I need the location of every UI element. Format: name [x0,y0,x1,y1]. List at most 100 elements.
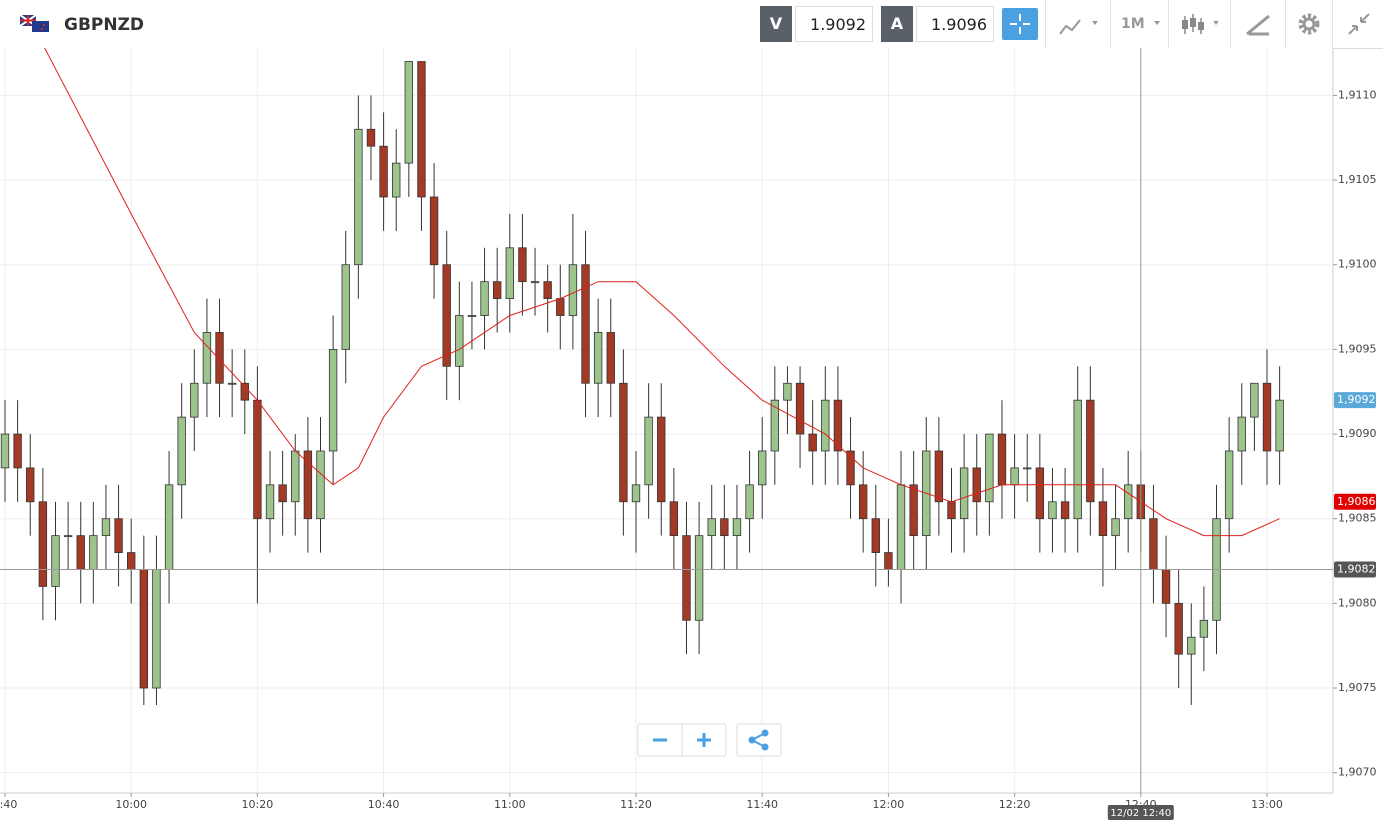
ma-price-label: 1,9086 [1337,495,1376,508]
candle-body [997,433,1007,486]
candle-body [89,535,98,570]
candle-body [227,382,237,385]
candle-body [543,281,552,299]
candle-body [556,298,565,316]
symbol: GBPNZD [64,15,145,35]
candle-body [808,433,817,452]
fullscreen-button[interactable] [1332,0,1383,48]
candle-body [139,569,149,689]
draw-button[interactable] [1230,0,1286,48]
candle-body [164,484,174,570]
ask-label: A [881,6,913,42]
candle-body [328,348,338,452]
candle-body [76,535,85,570]
overlay: 1,9092 1,9086 1,9082 12/02 12:40 [0,48,1376,820]
candle-body [783,382,792,401]
crosshair-button[interactable] [1002,8,1038,40]
candle-body [492,281,502,299]
candle-body [1035,467,1045,520]
timeframe[interactable]: 1M [1121,16,1145,32]
x-tick-label: 10:20 [242,798,274,811]
candle-body [707,518,716,537]
ask-price[interactable]: 1.9096 [916,6,994,42]
candle-body [379,145,388,198]
candle-body [127,552,136,570]
candle-body [316,450,325,520]
candle-body [732,518,742,537]
candle-body [1262,382,1272,452]
candle-body [1275,399,1284,452]
candle-body [821,399,830,452]
candle-body [265,484,275,520]
y-tick-label: 1,9105 [1338,173,1377,186]
candle-body [278,484,287,503]
candle-body [959,467,969,520]
candle-body [1187,636,1196,655]
flag-icon [20,15,49,32]
candle-body [442,264,451,367]
share-icon [748,729,769,751]
candle-body [190,382,199,418]
zoom-controls [637,723,782,757]
candle-body [341,264,350,350]
candle-body [568,264,578,316]
y-tick-label: 1,9080 [1338,596,1377,609]
candle-body [644,416,653,486]
candle-body [240,382,249,401]
candle-body [1199,619,1209,638]
chart-type-button[interactable] [1168,0,1231,48]
candle-body [51,535,60,587]
candle-body [619,382,628,503]
y-tick-label: 1,9075 [1338,681,1377,694]
x-tick-label: 12:20 [999,798,1031,811]
candle-body [758,450,767,486]
candle-body [1250,382,1259,418]
candle-body [770,399,780,452]
last-price-label: 1,9092 [1337,393,1376,406]
candle-body [884,552,893,570]
candle-body [682,535,691,621]
indicator-button[interactable] [1045,0,1111,48]
settings-button[interactable] [1285,0,1333,48]
candle-body [745,484,754,520]
chart: 1,9070 1,9075 1,9080 1,9085 1,9090 1,9095 1,91… [0,48,1377,820]
bid-label: V [760,6,792,42]
candle-body [871,518,880,553]
candle-body [1023,467,1032,470]
x-tick-label: 10:40 [368,798,400,811]
candle-body [1174,602,1183,655]
candle-body [417,61,426,198]
x-tick-label: 11:20 [620,798,652,811]
candle-body [152,569,161,689]
candle-body [392,162,401,198]
candle-body [291,450,300,503]
candle-body [13,433,22,469]
candle-body [63,535,73,538]
candle-body [101,518,111,537]
x-tick-label: 11:00 [494,798,526,811]
candle-body [833,399,843,452]
y-tick-label: 1,9100 [1338,258,1377,271]
candle-body [1149,518,1158,570]
candle-body [404,61,414,164]
candle-body [846,450,855,486]
candle-body [0,433,10,469]
toolbar: GBPNZD V 1.9092 A 1.9096 1M [0,0,1383,49]
candle-body [593,332,603,384]
crosshair-y-label-bg [1334,561,1376,578]
y-tick-label: 1,9110 [1338,88,1377,101]
candle-body [1098,501,1108,537]
candle-body [694,535,704,621]
share-button[interactable] [736,723,782,757]
zoom-in[interactable] [697,733,711,747]
candle-body [896,484,906,570]
x-tick-label: 9:40 [0,798,17,811]
y-tick-label: 1,9095 [1338,342,1377,355]
candle-body [177,416,186,486]
candle-body [366,128,376,147]
timeframe-button[interactable] [1110,0,1169,48]
x-tick-label: 13:00 [1251,798,1283,811]
candle-body [202,332,212,384]
bid-price[interactable]: 1.9092 [795,6,873,42]
